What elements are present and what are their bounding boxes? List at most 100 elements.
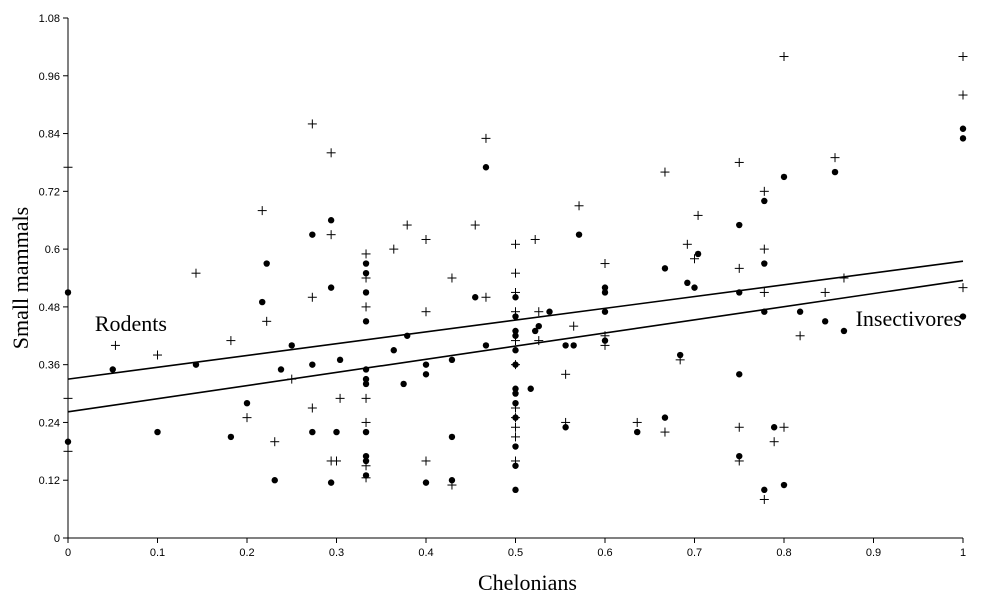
data-point-circle (840, 327, 848, 335)
y-tick-label: 0.36 (39, 360, 60, 372)
data-point-circle (333, 428, 340, 436)
x-tick-label: 0.1 (150, 547, 165, 559)
data-point-plus (759, 244, 769, 254)
data-point-plus (511, 287, 520, 297)
y-tick-label: 0.84 (39, 129, 60, 141)
data-point-plus (257, 206, 267, 216)
data-point-plus (63, 162, 73, 172)
annotation-rodents: Rodents (95, 311, 167, 336)
data-point-plus (511, 239, 520, 249)
x-tick-label: 0.2 (239, 547, 254, 559)
data-point-plus (734, 456, 744, 466)
data-point-plus (361, 393, 371, 403)
data-point-plus (779, 52, 789, 62)
data-point-plus (307, 292, 317, 302)
data-point-circle (400, 380, 407, 388)
data-point-plus (361, 273, 371, 283)
data-point-plus (447, 480, 457, 490)
x-tick-label: 0.8 (776, 547, 791, 559)
data-point-plus (270, 437, 280, 447)
data-point-plus (600, 331, 610, 341)
data-point-circle (570, 342, 577, 349)
data-point-plus (779, 422, 789, 432)
data-point-plus (511, 456, 520, 466)
data-point-circle (601, 284, 609, 291)
data-point-circle (601, 289, 609, 296)
data-point-circle (761, 486, 768, 494)
y-tick-label: 0.6 (45, 244, 60, 256)
trend-lines (67, 260, 964, 413)
data-point-circle (761, 308, 768, 315)
data-point-circle (448, 477, 456, 484)
data-point-plus (759, 186, 769, 196)
data-point-circle (634, 428, 641, 436)
data-point-plus (600, 340, 610, 350)
data-point-circle (770, 424, 778, 431)
data-point-plus (660, 427, 670, 437)
data-point-circle (362, 260, 370, 267)
data-point-circle (761, 260, 768, 267)
data-point-circle (327, 284, 335, 291)
data-point-circle (601, 308, 609, 315)
data-point-circle (362, 269, 370, 277)
data-point-circle (512, 294, 519, 301)
data-point-plus (530, 234, 540, 244)
data-point-plus (958, 283, 968, 293)
data-point-plus (660, 167, 670, 177)
y-tick-label: 0.24 (39, 417, 60, 429)
data-point-circle (362, 289, 370, 296)
data-point-circle (512, 327, 519, 335)
data-point-circle (448, 433, 456, 441)
data-point-circle (259, 298, 266, 306)
data-point-circle (694, 250, 702, 258)
data-point-circle (422, 479, 430, 486)
data-point-plus (326, 148, 336, 158)
data-point-circle (831, 168, 839, 176)
data-point-plus (402, 220, 412, 230)
data-point-plus (690, 254, 699, 264)
data-point-circle (535, 322, 542, 330)
axes: 0 0.1 0.2 0.3 0.4 0.5 0.6 0.7 0.8 0.9 1 0 0.12 0.24 0.… (8, 13, 966, 595)
data-point-plus (335, 393, 345, 403)
data-point-circle (512, 443, 519, 450)
data-point-plus (511, 336, 520, 346)
data-point-plus (191, 268, 201, 278)
data-point-circle (64, 438, 72, 445)
data-point-plus (511, 413, 520, 423)
data-point-plus (421, 307, 431, 317)
data-point-plus (63, 446, 73, 456)
data-point-circle (390, 347, 397, 354)
data-point-circle (736, 221, 743, 229)
data-point-circle (362, 428, 370, 436)
data-point-circle (362, 457, 370, 465)
data-point-circle (531, 327, 539, 335)
data-point-plus (361, 417, 371, 427)
data-point-circle (154, 428, 161, 436)
data-point-circle (482, 342, 490, 349)
data-point-plus (734, 422, 744, 432)
data-point-circle (959, 313, 967, 320)
data-point-plus (632, 417, 642, 427)
data-point-circle (512, 462, 519, 469)
data-point-plus (561, 369, 571, 379)
x-tick-label: 0 (65, 547, 71, 559)
data-point-circle (472, 294, 479, 301)
data-point-plus (534, 307, 544, 317)
y-tick-label: 0.72 (39, 186, 60, 198)
data-point-circle (362, 380, 370, 388)
data-point-circle (736, 289, 743, 296)
x-tick-label: 0.3 (329, 547, 344, 559)
data-point-circle (512, 486, 519, 494)
data-point-circle (192, 361, 200, 368)
x-tick-label: 0.5 (508, 547, 523, 559)
data-point-circle (288, 342, 295, 349)
data-point-plus (511, 360, 520, 370)
data-point-plus (511, 422, 520, 432)
data-point-plus (361, 249, 371, 259)
data-point-circle (601, 337, 609, 344)
data-point-plus (361, 461, 371, 471)
data-point-plus (153, 350, 162, 360)
data-point-plus (511, 432, 520, 442)
data-point-circle (661, 414, 669, 421)
